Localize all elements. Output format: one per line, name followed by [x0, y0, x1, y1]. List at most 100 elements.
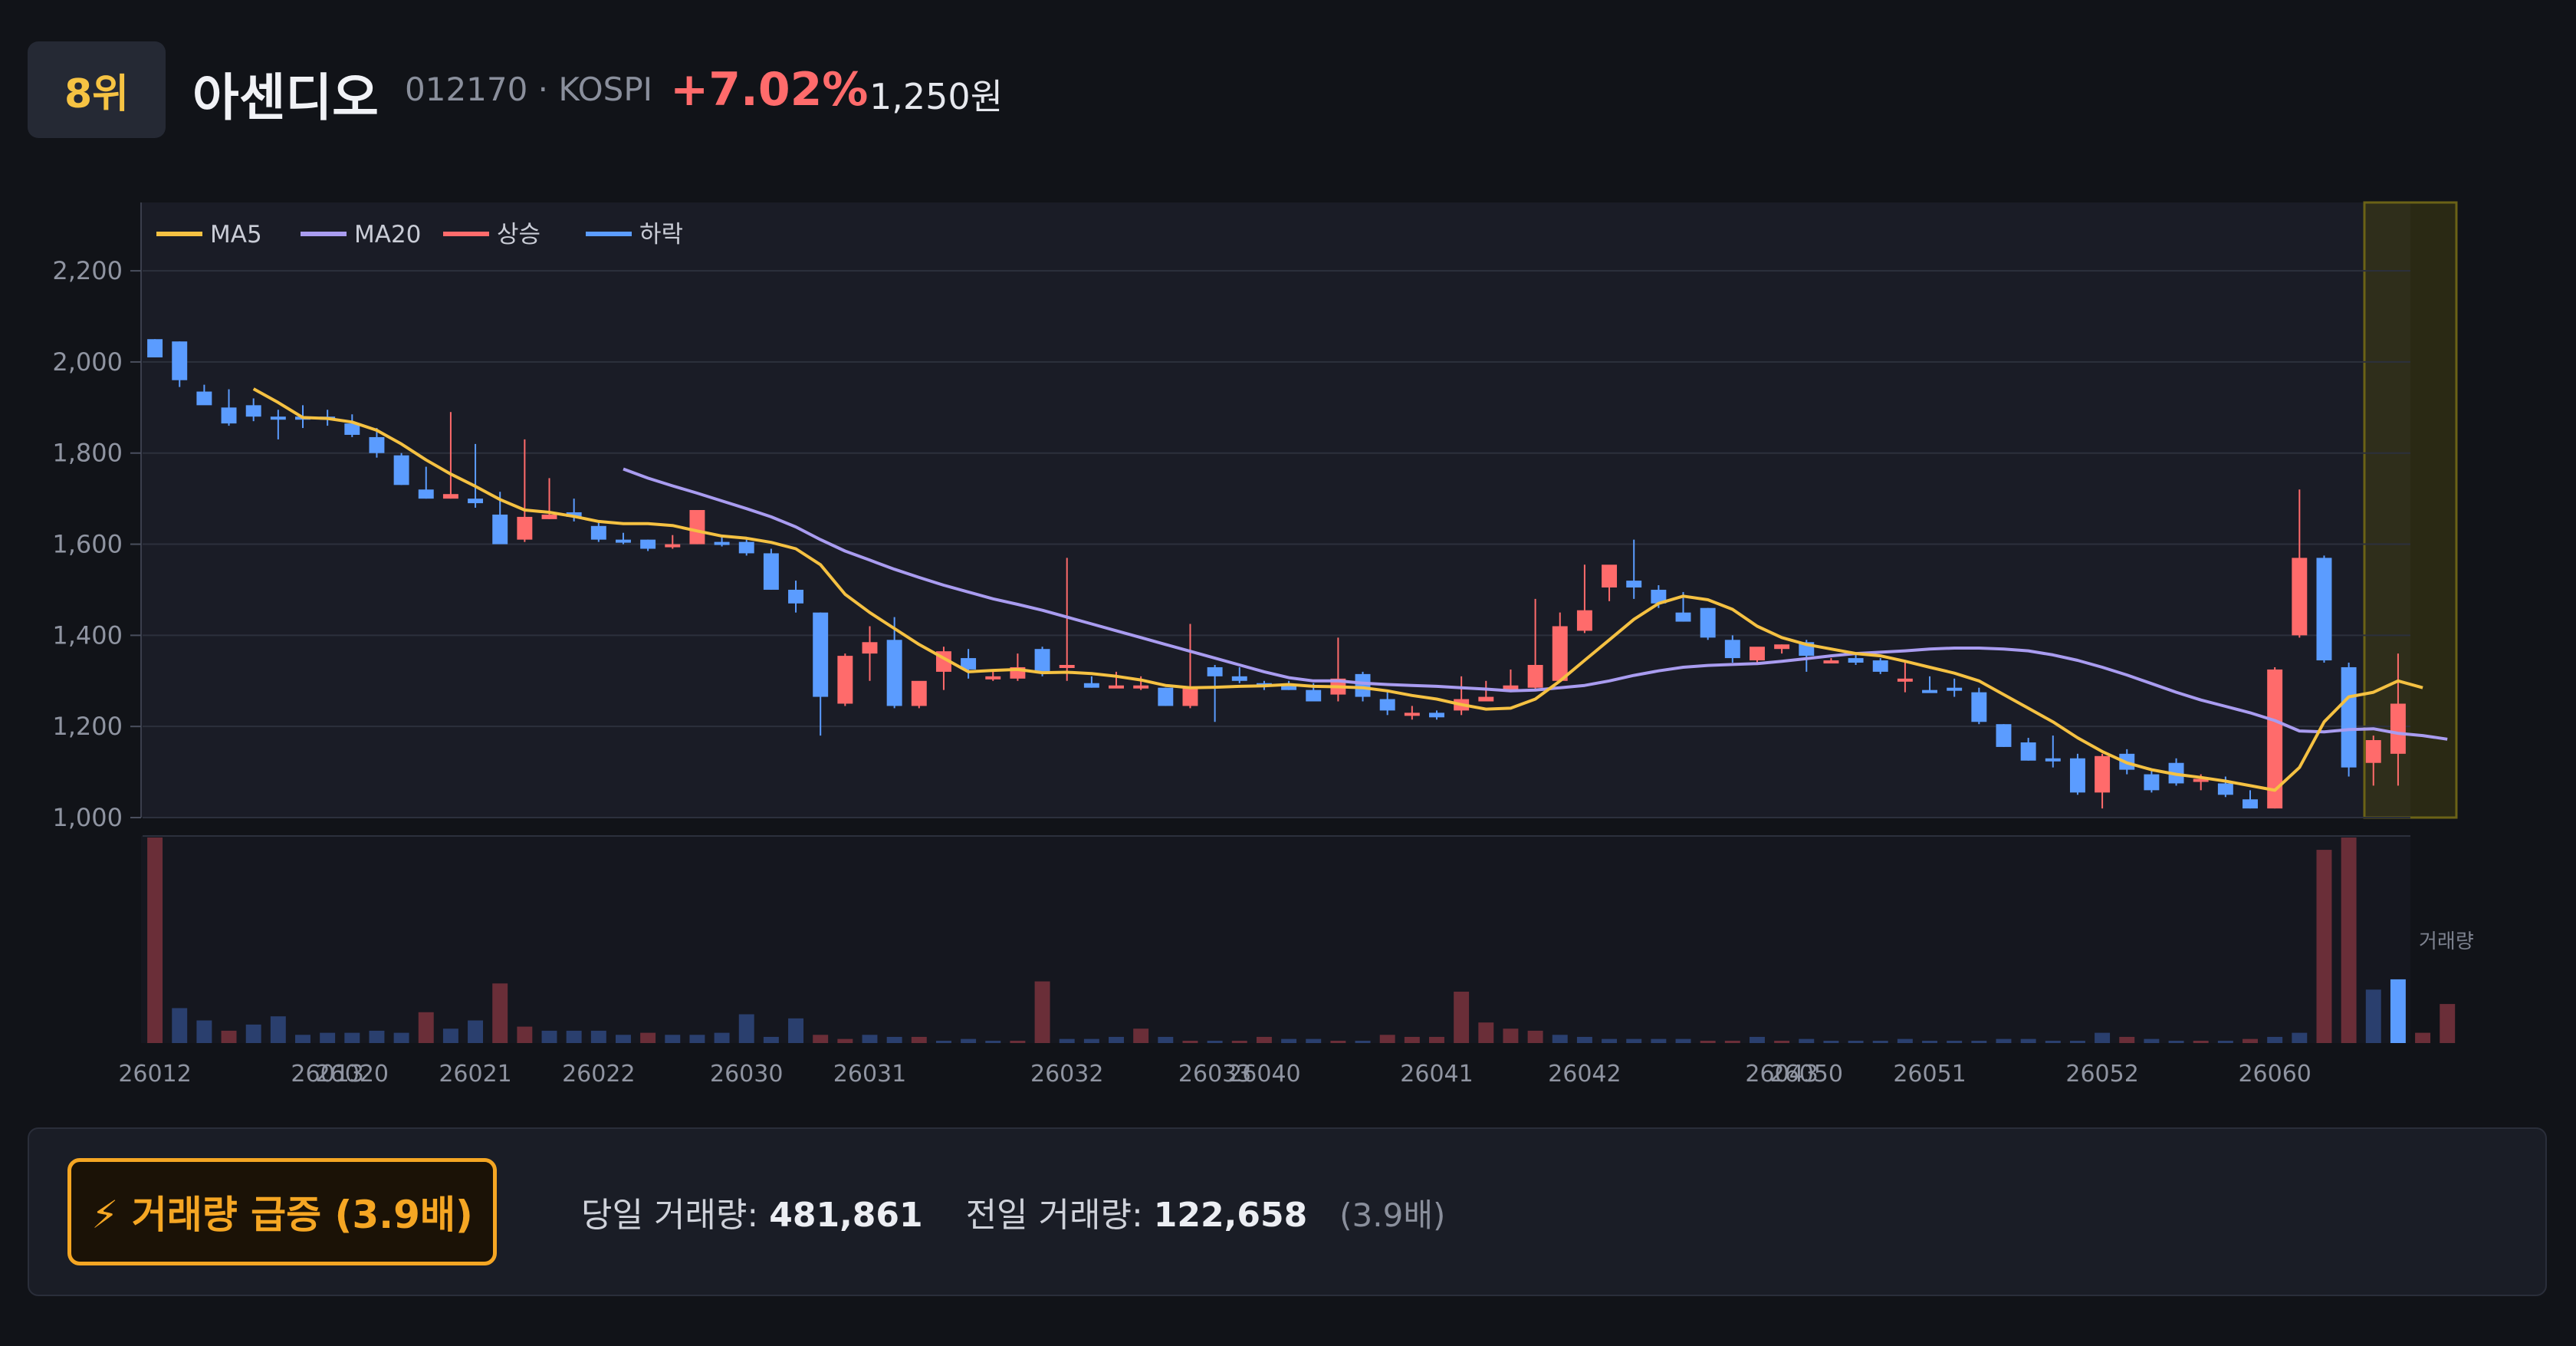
volume-bar — [1256, 1036, 1272, 1043]
volume-bar — [2242, 1038, 2258, 1043]
today-volume-label: 당일 거래량: — [581, 1196, 759, 1235]
candle-body — [1947, 687, 1963, 691]
volume-bar — [344, 1032, 360, 1043]
volume-bar — [1429, 1036, 1444, 1043]
volume-bar — [1823, 1041, 1839, 1043]
candle-body — [1750, 647, 1765, 661]
x-tick-label: 26051 — [1893, 1061, 1966, 1088]
candle-body — [1724, 640, 1740, 659]
volume-bar — [442, 1028, 458, 1043]
legend-up[interactable]: 상승 — [497, 221, 540, 248]
legend-down[interactable]: 하락 — [639, 221, 683, 248]
today-highlight — [2363, 201, 2458, 819]
candle-body — [1306, 689, 1322, 702]
volume-bar — [961, 1038, 977, 1043]
candle-body — [886, 640, 902, 706]
legend-ma5[interactable]: MA5 — [210, 221, 262, 248]
candle-body — [1576, 610, 1592, 631]
volume-bar — [147, 838, 163, 1043]
y-tick-label: 2,200 — [52, 256, 123, 285]
volume-bar — [418, 1012, 434, 1043]
candle-body — [1626, 581, 1642, 587]
volume-bar — [2341, 838, 2357, 1043]
volume-bar — [1034, 981, 1050, 1043]
x-tick-label: 26021 — [439, 1061, 511, 1088]
volume-bar — [1675, 1038, 1691, 1043]
x-tick-label: 26052 — [2065, 1061, 2138, 1088]
volume-bar — [393, 1032, 409, 1043]
x-tick-label: 26040 — [1227, 1061, 1300, 1088]
x-tick-label: 26033 — [1178, 1061, 1251, 1088]
volume-bar — [517, 1026, 533, 1043]
candle-body — [442, 494, 458, 499]
x-tick-label: 26032 — [1030, 1061, 1103, 1088]
volume-surge-badge[interactable]: ⚡ 거래량 급증 (3.9배) — [67, 1158, 497, 1265]
volume-bar — [862, 1035, 878, 1043]
candle-body — [837, 656, 853, 704]
candle-body — [369, 436, 385, 453]
volume-bar — [1626, 1038, 1642, 1043]
candle-body — [911, 680, 927, 706]
candle-body — [2020, 742, 2036, 761]
candle-body — [2292, 558, 2308, 636]
candle-body — [1503, 685, 1519, 690]
volume-bar — [2390, 979, 2406, 1043]
chart-legend: MA5 MA20 상승 하락 — [156, 221, 683, 248]
candle-body — [1527, 664, 1543, 688]
candle-body — [1897, 678, 1913, 682]
volume-bar — [1158, 1036, 1174, 1043]
volume-bar — [1996, 1038, 2012, 1043]
volume-bar — [2020, 1038, 2036, 1043]
candle-body — [1083, 683, 1099, 688]
volume-bar — [763, 1036, 779, 1043]
candle-body — [196, 391, 212, 406]
x-tick-label: 26042 — [1548, 1061, 1621, 1088]
prev-volume-value: 122,658 — [1153, 1196, 1308, 1235]
volume-bar — [616, 1035, 631, 1043]
ma5-line — [252, 387, 2423, 792]
volume-bar — [295, 1035, 310, 1043]
volume-bar — [1799, 1038, 1815, 1043]
volume-bar — [1133, 1028, 1149, 1043]
volume-bar — [813, 1035, 829, 1043]
candle-body — [1231, 676, 1247, 681]
legend-ma20[interactable]: MA20 — [354, 221, 421, 248]
volume-bar — [468, 1020, 484, 1043]
volume-bar — [1872, 1041, 1888, 1043]
volume-bar — [1306, 1038, 1322, 1043]
stock-name[interactable]: 아센디오 — [192, 68, 379, 127]
candle-body — [1996, 724, 2012, 747]
volume-bar — [2095, 1032, 2111, 1043]
volume-bar — [1355, 1041, 1371, 1043]
volume-bar — [1281, 1038, 1297, 1043]
candle-body — [714, 541, 730, 545]
volume-bar — [935, 1041, 951, 1043]
volume-bar — [837, 1038, 853, 1043]
price-plot-area — [141, 202, 2410, 818]
volume-bar — [245, 1024, 261, 1043]
candle-body — [862, 642, 878, 654]
candle-body — [1404, 712, 1420, 716]
candle-body — [2242, 799, 2258, 809]
candle-body — [1848, 658, 1864, 663]
volume-bar — [2267, 1036, 2283, 1043]
volume-bar — [492, 983, 508, 1043]
candle-body — [2069, 758, 2085, 793]
candle-body — [1602, 564, 1618, 587]
volume-bar — [221, 1030, 237, 1043]
candle-body — [1823, 660, 1839, 664]
volume-bar — [1700, 1041, 1716, 1043]
volume-bar — [2292, 1032, 2308, 1043]
volume-bar — [665, 1035, 681, 1043]
volume-bar — [1971, 1041, 1987, 1043]
current-price: 1,250원 — [869, 76, 1004, 117]
candle-body — [1182, 687, 1198, 706]
candlestick-chart[interactable]: 1,000 1,200 1,400 1,600 1,800 2,000 2,200 2601… — [0, 0, 2576, 1104]
volume-bar — [566, 1030, 582, 1043]
volume-bar — [1083, 1038, 1099, 1043]
volume-bar — [2217, 1041, 2233, 1043]
volume-bar — [2440, 1004, 2456, 1043]
volume-bar — [2045, 1041, 2061, 1043]
candle-body — [1355, 673, 1371, 697]
